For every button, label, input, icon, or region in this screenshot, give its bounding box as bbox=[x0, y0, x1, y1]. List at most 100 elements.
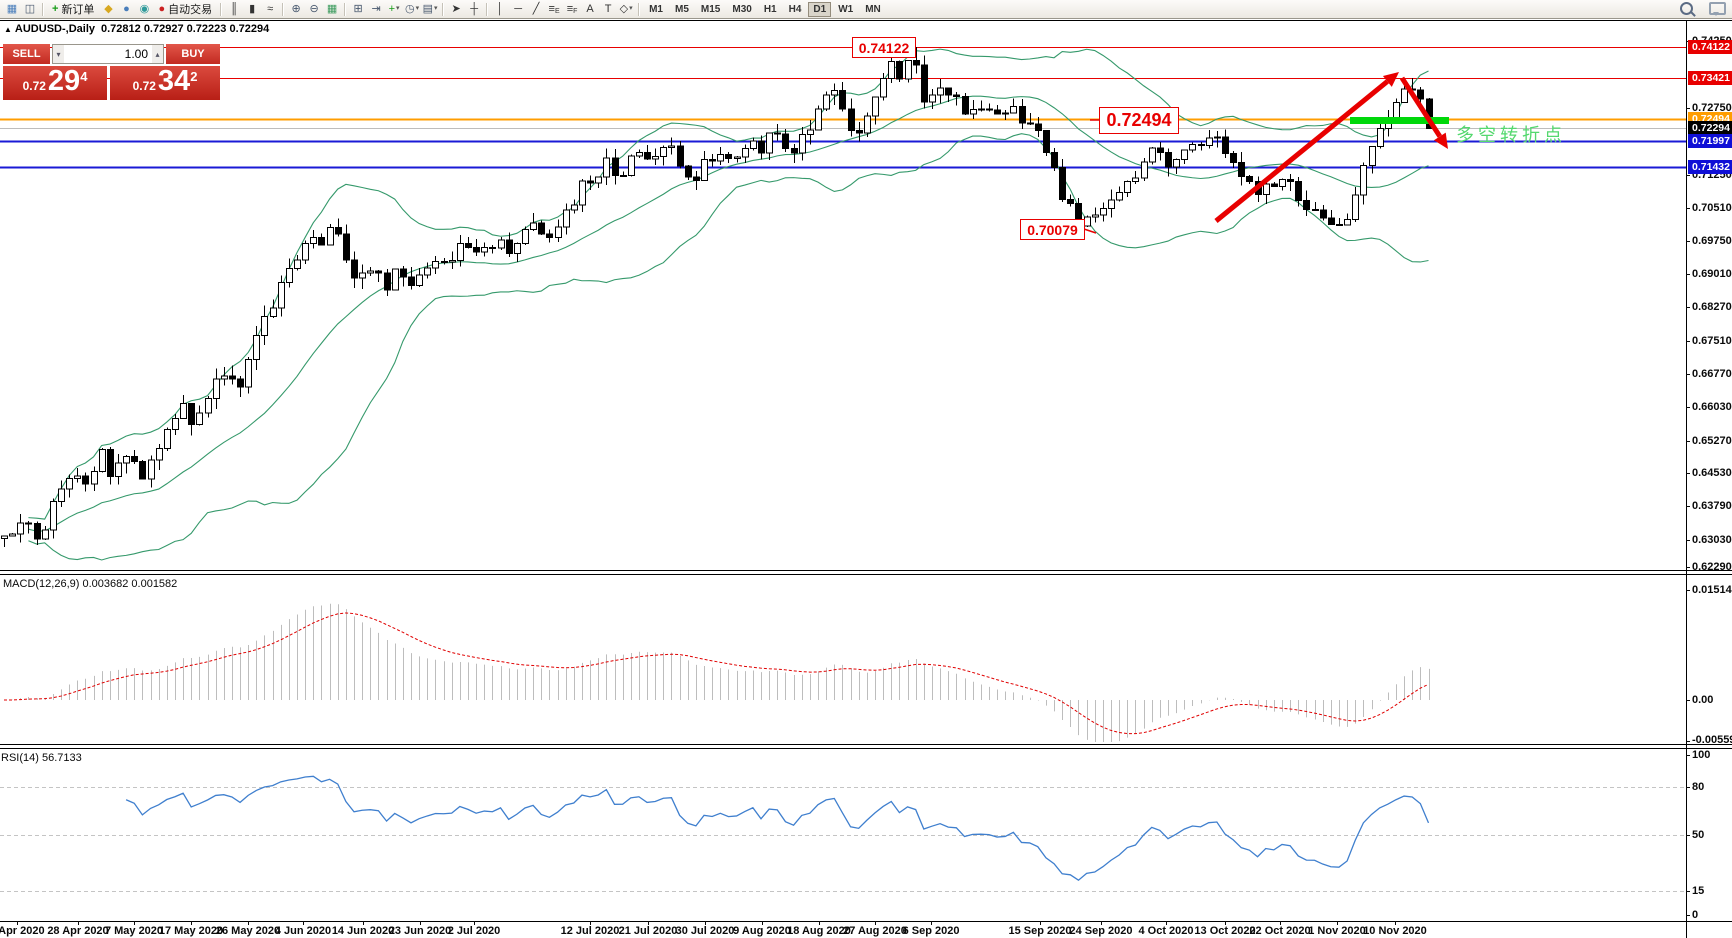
timeframe-m1[interactable]: M1 bbox=[649, 3, 663, 15]
price-annotation-070079[interactable]: 0.70079 bbox=[1020, 219, 1085, 240]
date-label: 18 Aug 2020 bbox=[787, 925, 851, 937]
text-label-icon[interactable]: T bbox=[604, 3, 612, 15]
vertical-line-icon[interactable]: │ bbox=[496, 3, 504, 15]
date-label: 13 Oct 2020 bbox=[1194, 925, 1256, 937]
timeframe-m5[interactable]: M5 bbox=[675, 3, 689, 15]
timeframe-h4[interactable]: H4 bbox=[788, 3, 802, 15]
price-annotation-072494[interactable]: 0.72494 bbox=[1099, 107, 1179, 134]
macd-histogram bbox=[12, 603, 1430, 742]
macd-axis-label: -0.005595 bbox=[1692, 734, 1732, 746]
rsi-axis-label: 50 bbox=[1692, 829, 1705, 841]
buy-button[interactable]: BUY bbox=[166, 44, 220, 64]
axis-tick-marks bbox=[17, 41, 1690, 925]
timeframe-mn[interactable]: MN bbox=[865, 3, 881, 15]
add-indicator-icon[interactable]: + ▾ bbox=[388, 3, 400, 15]
templates-icon-dropdown[interactable]: ▾ bbox=[434, 5, 438, 12]
date-label: 15 Sep 2020 bbox=[1008, 925, 1072, 937]
crosshair-icon[interactable]: ┼ bbox=[470, 3, 478, 15]
zoom-in-icon[interactable]: ⊕ bbox=[291, 3, 301, 15]
toolbar-separator bbox=[220, 2, 223, 16]
volume-stepper: ▾ ▴ bbox=[52, 44, 164, 64]
profile-icon[interactable]: ● bbox=[123, 3, 130, 15]
cursor-icon[interactable]: ➤ bbox=[451, 3, 461, 15]
sell-button[interactable]: SELL bbox=[3, 44, 50, 64]
pivot-green-bar[interactable] bbox=[1350, 117, 1449, 124]
trendline-icon[interactable]: ╱ bbox=[532, 3, 540, 15]
rsi-line bbox=[125, 775, 1430, 881]
equidistant-channel-icon[interactable]: ≡ E bbox=[545, 1, 563, 17]
tile-windows-icon[interactable]: ▦ bbox=[326, 3, 338, 15]
toolbar-separator bbox=[42, 2, 44, 16]
date-label: 17 May 2020 bbox=[158, 925, 224, 937]
macd-indicator-label: MACD(12,26,9) 0.003682 0.001582 bbox=[3, 578, 178, 590]
equidistant-channel-icon-sub: E bbox=[554, 7, 560, 15]
pane-splitter-main-macd[interactable] bbox=[0, 570, 1732, 571]
price-annotation-074122[interactable]: 0.74122 bbox=[852, 37, 916, 58]
autotrade-button-label: 自动交易 bbox=[168, 4, 213, 16]
bar-chart-icon[interactable]: ║ bbox=[230, 3, 238, 15]
buy-price-display[interactable]: 0.72 34 2 bbox=[110, 66, 220, 100]
volume-input[interactable] bbox=[64, 45, 152, 63]
sell-price-display[interactable]: 0.72 29 4 bbox=[3, 66, 107, 100]
new-order-button[interactable]: + 新订单 bbox=[47, 1, 99, 17]
macd-axis-label: 0.00 bbox=[1692, 694, 1714, 706]
community-chat-icon[interactable] bbox=[1709, 2, 1726, 16]
timeframe-h1[interactable]: H1 bbox=[763, 3, 777, 15]
timeframe-m30[interactable]: M30 bbox=[732, 3, 752, 15]
price-tick-label: 0.63030 bbox=[1692, 534, 1732, 547]
line-chart-icon[interactable]: ≈ bbox=[267, 3, 274, 15]
timeframe-d1[interactable]: D1 bbox=[808, 1, 832, 17]
one-click-trading-panel: SELL ▾ ▴ BUY 0.72 29 4 0.72 34 2 bbox=[3, 44, 220, 100]
market-watch-icon[interactable]: ◫ bbox=[24, 3, 36, 15]
timeframe-m15[interactable]: M15 bbox=[700, 3, 721, 15]
date-label: 22 Oct 2020 bbox=[1249, 925, 1311, 937]
horizontal-line-icon[interactable]: ─ bbox=[514, 3, 522, 15]
templates-icon[interactable]: ▤ ▾ bbox=[422, 3, 438, 15]
date-label: 2 Jul 2020 bbox=[447, 925, 501, 937]
add-indicator-icon-dropdown[interactable]: ▾ bbox=[396, 5, 400, 12]
styler-icon[interactable]: ◆ bbox=[104, 3, 113, 15]
macd-signal-line bbox=[3, 612, 1429, 735]
trend-arrows bbox=[1083, 72, 1448, 234]
date-label: 6 Sep 2020 bbox=[902, 925, 960, 937]
price-tick-label: 0.67510 bbox=[1692, 334, 1732, 347]
volume-decrease-button[interactable]: ▾ bbox=[53, 45, 64, 63]
text-icon[interactable]: A bbox=[586, 3, 594, 15]
date-label: 4 Jun 2020 bbox=[274, 925, 332, 937]
candlestick-chart-icon[interactable]: ▮ bbox=[249, 3, 256, 15]
autotrade-button[interactable]: ● 自动交易 bbox=[153, 1, 217, 17]
periods-icon-dropdown[interactable]: ▾ bbox=[415, 5, 420, 12]
toolbar-separator bbox=[344, 2, 347, 16]
price-tick-label: 0.63790 bbox=[1692, 500, 1732, 513]
autotrade-icon: ● bbox=[158, 3, 166, 15]
fibonacci-icon-sub: F bbox=[573, 7, 578, 15]
date-label: 10 Nov 2020 bbox=[1363, 925, 1427, 937]
pane-splitter-macd-rsi-b bbox=[0, 748, 1732, 749]
main-toolbar: ▦ ◫ + 新订单 ◆ ● ◉ ● 自动交易 ║ ▮ ≈ ⊕ ⊖ ▦ ⊞ ⇥ + ▾ ◷ ▾ ▤ ▾ ➤ ┼ │ ─ ╱ ≡ E ≡ F A T ◇… bbox=[0, 0, 1732, 19]
auto-arrange-icon[interactable]: ⊞ bbox=[353, 3, 363, 15]
price-tick-label: 0.64530 bbox=[1692, 467, 1732, 480]
date-label: 21 Jul 2020 bbox=[618, 925, 678, 937]
arrows-icon[interactable]: ◇ ▾ bbox=[619, 3, 633, 15]
price-badge-071432: 0.71432 bbox=[1688, 159, 1732, 174]
price-tick-label: 0.66030 bbox=[1692, 400, 1732, 413]
date-label: 9 Apr 2020 bbox=[0, 925, 45, 937]
periods-icon[interactable]: ◷ ▾ bbox=[405, 3, 420, 15]
arrows-icon-dropdown[interactable]: ▾ bbox=[629, 5, 633, 12]
price-badge-073421: 0.73421 bbox=[1688, 71, 1732, 86]
date-label: 14 Jun 2020 bbox=[331, 925, 395, 937]
pane-splitter-macd-rsi[interactable] bbox=[0, 744, 1732, 745]
pivot-annotation-text: 多空转折点 bbox=[1456, 125, 1566, 145]
price-tick-label: 0.66770 bbox=[1692, 367, 1732, 380]
fibonacci-icon[interactable]: ≡ F bbox=[563, 1, 581, 17]
zoom-out-icon[interactable]: ⊖ bbox=[309, 3, 319, 15]
chart-shift-icon[interactable]: ⇥ bbox=[371, 3, 381, 15]
date-label: 1 Nov 2020 bbox=[1308, 925, 1366, 937]
timeframe-w1[interactable]: W1 bbox=[838, 3, 854, 15]
rsi-axis-label: 15 bbox=[1692, 885, 1705, 897]
search-icon[interactable] bbox=[1680, 2, 1693, 15]
volume-increase-button[interactable]: ▴ bbox=[152, 45, 163, 63]
one-click-collapse-icon[interactable]: ▲ bbox=[4, 25, 12, 34]
signals-icon[interactable]: ◉ bbox=[139, 3, 150, 15]
chart-window-icon[interactable]: ▦ bbox=[6, 3, 18, 15]
